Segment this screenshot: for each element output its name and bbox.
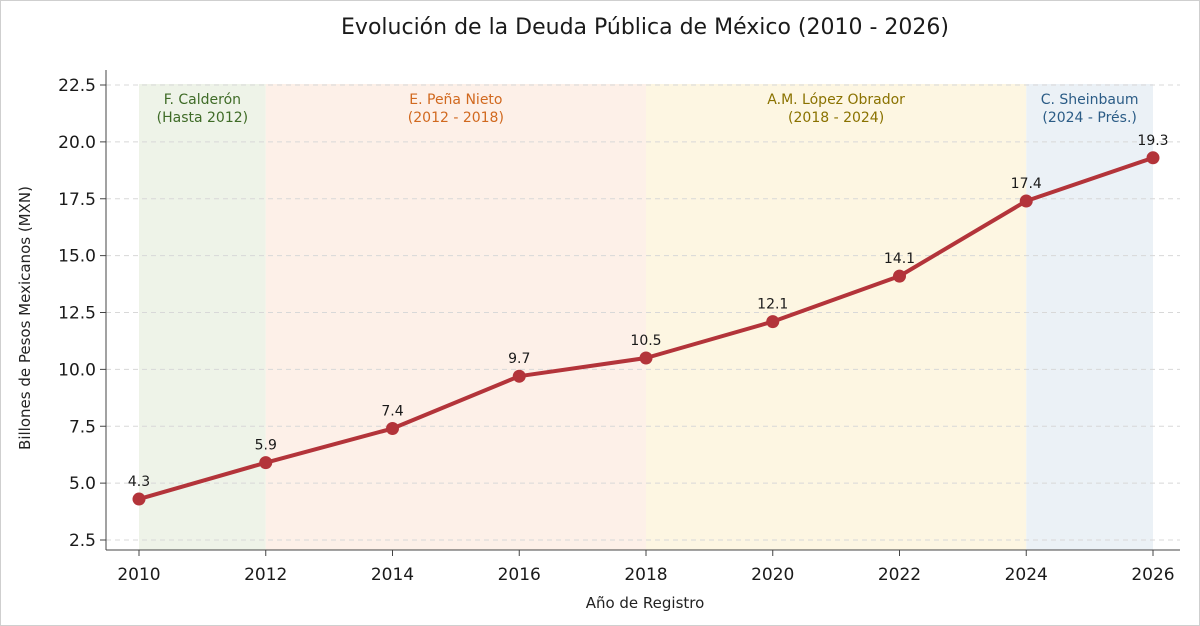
period-label-range-0: (Hasta 2012)	[157, 110, 248, 126]
period-label-range-3: (2024 - Prés.)	[1042, 110, 1137, 126]
data-label-4: 10.5	[630, 333, 661, 349]
data-point-5	[766, 315, 780, 329]
period-label-range-1: (2012 - 2018)	[408, 110, 504, 126]
x-tick-label-5: 2020	[751, 565, 794, 585]
y-tick-label-7: 20.0	[58, 133, 96, 153]
y-axis-label: Billones de Pesos Mexicanos (MXN)	[16, 186, 34, 450]
period-band-2	[646, 84, 1027, 550]
y-tick-label-1: 5.0	[69, 474, 96, 494]
period-labels: F. Calderón (Hasta 2012) E. Peña Nieto (201…	[157, 92, 1139, 126]
x-tick-label-2: 2014	[371, 565, 414, 585]
data-point-8	[1146, 151, 1160, 165]
period-band-0	[139, 84, 266, 550]
y-tick-label-8: 22.5	[58, 76, 96, 96]
period-band-3	[1026, 84, 1153, 550]
period-label-name-1: E. Peña Nieto	[409, 92, 502, 108]
grid-lines	[106, 84, 1180, 541]
data-point-3	[512, 369, 526, 383]
data-label-5: 12.1	[757, 297, 788, 313]
y-tick-label-2: 7.5	[69, 417, 96, 437]
data-label-8: 19.3	[1137, 133, 1168, 149]
x-tick-label-7: 2024	[1005, 565, 1048, 585]
x-tick-label-4: 2018	[624, 565, 667, 585]
data-label-2: 7.4	[381, 404, 403, 420]
y-tick-label-0: 2.5	[69, 531, 96, 551]
axes: 2.5 5.0 7.5 10.0 12.5 15.0 17.5 20.0 22.5 2010 201…	[58, 70, 1180, 585]
data-label-6: 14.1	[884, 251, 915, 267]
data-point-7	[1019, 194, 1033, 208]
x-tick-label-6: 2022	[878, 565, 921, 585]
x-axis-label: Año de Registro	[586, 594, 705, 612]
period-label-range-2: (2018 - 2024)	[788, 110, 884, 126]
period-label-name-3: C. Sheinbaum	[1041, 92, 1139, 108]
data-label-3: 9.7	[508, 351, 530, 367]
data-label-0: 4.3	[128, 474, 150, 490]
x-tick-label-1: 2012	[244, 565, 287, 585]
period-label-name-2: A.M. López Obrador	[767, 92, 905, 108]
data-point-6	[893, 269, 906, 283]
period-bands	[139, 84, 1153, 550]
data-point-4	[639, 351, 653, 365]
y-tick-label-4: 12.5	[58, 304, 96, 324]
data-series: 4.3 5.9 7.4 9.7 10.5 12.1 14.1 17.4 19.3	[128, 133, 1169, 506]
y-tick-label-3: 10.0	[58, 360, 96, 380]
data-label-7: 17.4	[1011, 176, 1042, 192]
x-tick-label-3: 2016	[498, 565, 541, 585]
data-point-1	[259, 456, 273, 470]
period-label-name-0: F. Calderón	[164, 92, 241, 108]
x-tick-label-8: 2026	[1131, 565, 1174, 585]
data-point-2	[386, 422, 399, 436]
data-point-0	[132, 492, 146, 506]
y-tick-label-6: 17.5	[58, 190, 96, 210]
period-band-1	[265, 84, 646, 550]
chart-title: Evolución de la Deuda Pública de México …	[341, 15, 949, 40]
data-label-1: 5.9	[255, 438, 277, 454]
x-tick-label-0: 2010	[117, 565, 160, 585]
y-tick-label-5: 15.0	[58, 247, 96, 267]
